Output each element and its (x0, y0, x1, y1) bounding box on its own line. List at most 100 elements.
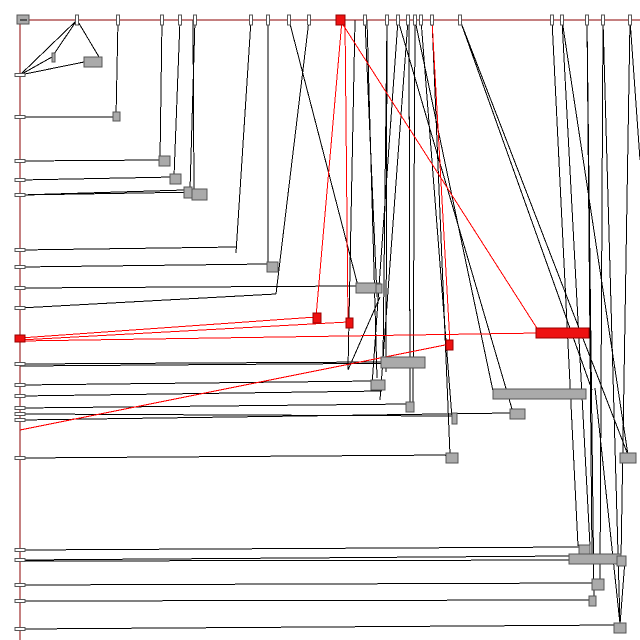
link (379, 19, 409, 401)
top-tick (458, 14, 462, 26)
left-tick (14, 306, 26, 310)
highlighted-link (19, 316, 317, 339)
top-tick (601, 14, 605, 26)
link (51, 19, 78, 58)
left-tick (14, 73, 26, 77)
left-tick (14, 383, 26, 387)
link (19, 293, 277, 309)
left-tick (14, 394, 26, 398)
left-tick (14, 286, 26, 290)
top-tick (75, 14, 79, 26)
link (19, 61, 85, 76)
black-links (19, 19, 640, 630)
left-tick (14, 362, 26, 366)
link (288, 19, 359, 287)
left-tick (14, 159, 26, 163)
link (19, 362, 426, 367)
link (19, 555, 571, 561)
link (347, 296, 381, 371)
node (169, 173, 182, 185)
node (112, 111, 121, 122)
highlighted-link (315, 19, 343, 318)
top-tick (363, 14, 367, 26)
highlighted-node (312, 312, 322, 324)
link (19, 159, 161, 162)
matrix-axes (19, 19, 640, 640)
link (629, 19, 640, 161)
link (76, 19, 103, 63)
link (619, 559, 626, 626)
link (19, 380, 376, 386)
left-tick (14, 178, 26, 182)
link (19, 454, 451, 459)
link (599, 19, 604, 581)
top-tick (585, 14, 589, 26)
left-tick (14, 583, 26, 587)
nodes (14, 14, 637, 634)
node (183, 186, 193, 199)
link (19, 599, 593, 602)
top-tick (413, 14, 417, 26)
link (385, 19, 388, 373)
link (420, 19, 453, 419)
link (414, 19, 494, 392)
link (19, 361, 384, 365)
link (19, 403, 411, 409)
link (397, 19, 513, 410)
node (568, 553, 622, 565)
node (616, 555, 627, 567)
node (370, 379, 386, 391)
link (561, 19, 591, 547)
highlighted-node (14, 334, 26, 343)
left-tick (14, 548, 26, 552)
top-tick (287, 14, 291, 26)
node (83, 56, 103, 68)
highlighted-link (344, 19, 349, 323)
top-tick (419, 14, 423, 26)
link (371, 19, 399, 386)
highlighted-link (19, 321, 349, 341)
left-tick (14, 412, 26, 416)
highlighted-link (19, 332, 541, 342)
link (19, 19, 78, 76)
top-tick (116, 14, 120, 26)
link (19, 191, 201, 196)
node (492, 388, 587, 400)
left-tick (14, 599, 26, 603)
link (19, 176, 175, 181)
left-tick (14, 115, 26, 119)
highlighted-node (345, 317, 354, 329)
highlighted-node (335, 14, 346, 26)
top-tick (560, 14, 564, 26)
top-tick (396, 14, 400, 26)
link (19, 246, 237, 251)
left-tick (14, 418, 26, 422)
link (561, 19, 629, 456)
left-tick (14, 248, 26, 252)
top-tick (178, 14, 182, 26)
top-tick (550, 14, 554, 26)
left-tick (14, 265, 26, 269)
node (51, 52, 56, 63)
node (375, 283, 383, 294)
node (266, 261, 279, 273)
left-tick (14, 406, 26, 410)
node (451, 412, 458, 425)
link (586, 19, 595, 600)
link (115, 19, 119, 118)
top-tick (430, 14, 434, 26)
highlighted-link (431, 19, 451, 345)
link (189, 19, 196, 191)
highlighted-node (535, 327, 590, 339)
top-tick (193, 14, 197, 26)
link (382, 19, 388, 363)
node (588, 595, 597, 607)
left-tick (14, 627, 26, 631)
node (509, 408, 526, 420)
link (275, 19, 310, 295)
node (591, 578, 605, 591)
top-tick (266, 14, 270, 26)
top-tick (628, 14, 632, 26)
link (19, 624, 618, 630)
